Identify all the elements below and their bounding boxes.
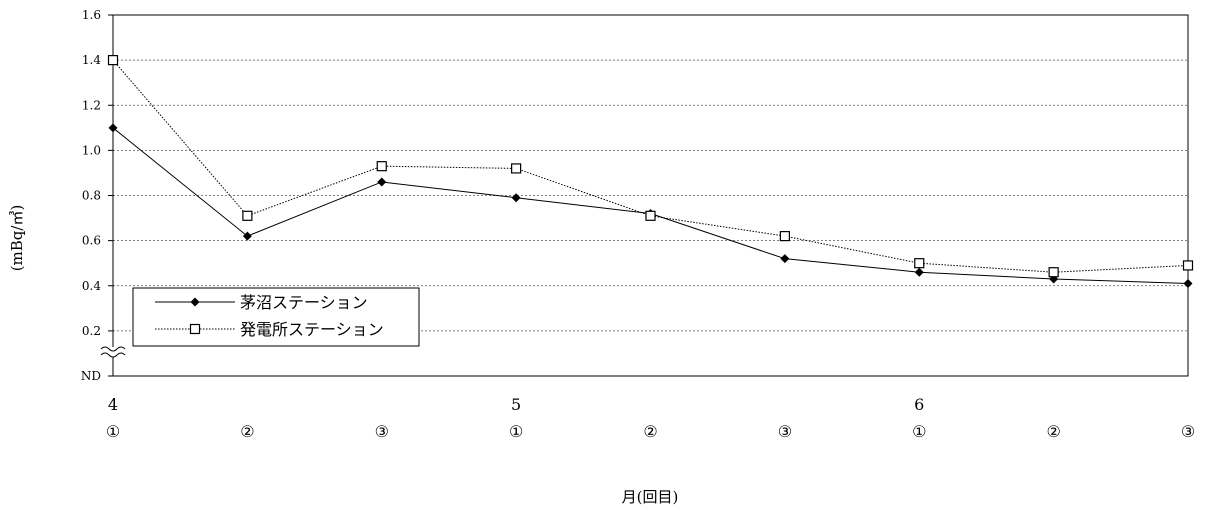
- series-2: [107, 55, 1194, 278]
- data-point-diamond: [242, 231, 252, 241]
- series-group: [107, 55, 1194, 288]
- data-point-square: [645, 210, 656, 221]
- x-round-label: ③: [778, 422, 792, 441]
- x-round-label: ①: [912, 422, 926, 441]
- data-point-square: [376, 161, 387, 172]
- series-line: [112, 59, 1189, 273]
- data-point-square: [779, 231, 790, 242]
- axis-break-wave: [100, 352, 126, 358]
- x-round-label: ③: [1181, 422, 1195, 441]
- data-point-diamond: [1183, 278, 1193, 288]
- data-point-diamond: [108, 123, 118, 133]
- axis-break-mark: [100, 346, 126, 358]
- gridlines: [113, 59, 1188, 332]
- data-point-diamond: [377, 177, 387, 187]
- x-axis-categories: 4 ① ② ③ 5 ① ② ③ 6 ① ② ③: [106, 395, 1195, 441]
- data-point-square: [1048, 267, 1059, 278]
- y-tick-label: 1.0: [82, 143, 101, 157]
- y-tick-label: ND: [81, 369, 101, 383]
- x-round-label: ②: [643, 422, 657, 441]
- x-round-label: ①: [106, 422, 120, 441]
- x-axis-label: 月(回目): [622, 488, 679, 506]
- data-point-diamond: [780, 254, 790, 264]
- x-round-label: ③: [375, 422, 389, 441]
- legend-label: 発電所ステーション: [240, 320, 384, 339]
- data-point-square: [189, 323, 201, 335]
- y-tick-label: 0.6: [82, 234, 101, 248]
- axis-break-wave: [100, 346, 126, 352]
- legend-label: 茅沼ステーション: [240, 293, 368, 312]
- series-1: [108, 123, 1193, 288]
- y-tick-label: 1.6: [82, 8, 101, 22]
- data-point-square: [107, 55, 119, 66]
- data-point-square: [914, 258, 925, 269]
- data-point-diamond: [511, 193, 521, 203]
- data-point-diamond: [914, 267, 924, 277]
- y-tick-label: 1.2: [82, 98, 101, 112]
- data-point-square: [511, 163, 522, 174]
- x-round-label: ②: [240, 422, 254, 441]
- data-point-square: [242, 210, 253, 221]
- data-point-square: [1182, 260, 1194, 271]
- x-month-label: 6: [914, 395, 924, 414]
- x-month-label: 5: [511, 395, 521, 414]
- axis-break-gap: [107, 347, 119, 357]
- x-round-label: ①: [509, 422, 523, 441]
- y-tick-label: 1.4: [82, 53, 101, 67]
- y-tick-label: 0.2: [82, 324, 101, 338]
- y-tick-label: 0.4: [82, 279, 101, 293]
- x-round-label: ②: [1046, 422, 1060, 441]
- y-axis-ticks: ND 0.2 0.4 0.6 0.8 1.0 1.2 1.4 1.6: [81, 8, 113, 383]
- x-month-label: 4: [108, 395, 118, 414]
- y-axis-label: (mBq/㎥): [8, 205, 26, 272]
- data-point-diamond: [190, 297, 200, 307]
- y-tick-label: 0.8: [82, 189, 101, 203]
- legend-box: [132, 287, 420, 347]
